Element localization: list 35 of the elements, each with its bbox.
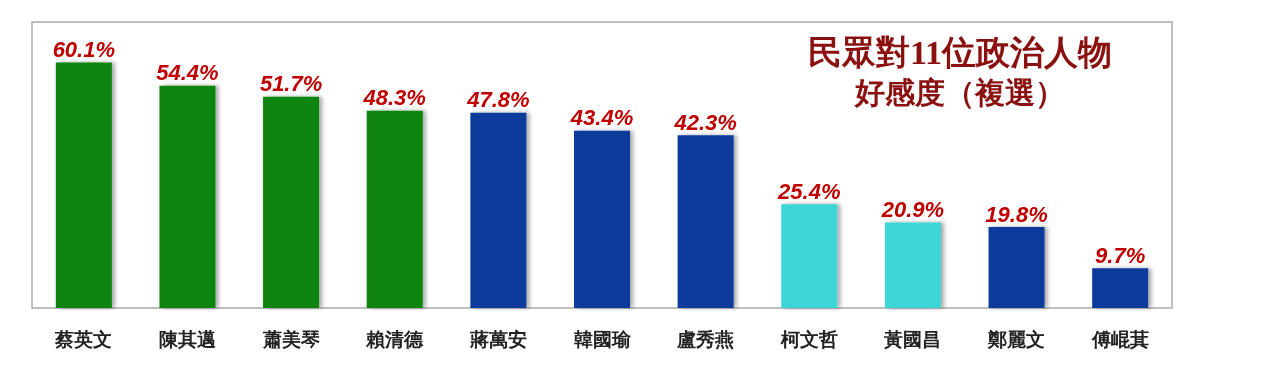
bar	[781, 204, 838, 308]
data-label: 20.9%	[880, 197, 945, 223]
bar	[366, 110, 423, 308]
data-label: 19.8%	[985, 201, 1048, 227]
x-tick-label: 黃國昌	[883, 329, 942, 350]
x-tick-label: 柯文哲	[779, 329, 838, 350]
x-tick-label: 盧秀燕	[676, 329, 735, 350]
chart-title: 民眾對11位政治人物	[807, 33, 1113, 71]
x-tick-label: 賴清德	[365, 329, 425, 350]
x-tick-label: 蕭美琴	[261, 329, 320, 350]
data-label: 47.8%	[466, 87, 530, 113]
bar	[263, 96, 320, 308]
data-label: 25.4%	[777, 178, 841, 204]
bar	[1092, 268, 1149, 308]
data-label: 48.3%	[362, 85, 426, 111]
x-tick-label: 蔣萬安	[468, 329, 527, 350]
bar	[159, 85, 216, 308]
data-label: 43.4%	[569, 105, 634, 131]
x-tick-label: 鄭麗文	[987, 329, 1046, 350]
bar	[988, 227, 1045, 308]
data-label: 9.7%	[1095, 242, 1146, 268]
data-label: 51.7%	[259, 71, 323, 97]
data-label: 60.1%	[52, 36, 116, 62]
x-tick-label: 陳其邁	[158, 329, 216, 350]
data-label: 54.4%	[156, 60, 219, 86]
x-tick-label: 蔡英文	[54, 329, 113, 350]
x-tick-label: 傅崐萁	[1090, 329, 1149, 350]
bar	[574, 130, 630, 308]
x-tick-label: 韓國瑜	[573, 329, 632, 350]
bar	[55, 62, 112, 308]
bar	[677, 135, 734, 308]
bar	[884, 222, 941, 308]
bar	[470, 112, 527, 308]
chart-subtitle: 好感度（複選）	[854, 75, 1065, 109]
data-label: 42.3%	[673, 109, 737, 135]
